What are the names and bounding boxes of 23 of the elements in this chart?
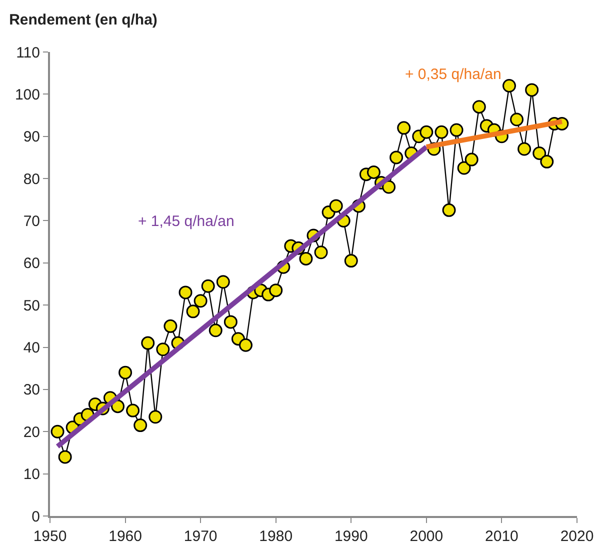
x-tick-label: 2020 [560, 528, 594, 545]
y-tick-label: 90 [23, 128, 40, 146]
annotation: + 0,35 q/ha/an [405, 66, 502, 83]
x-tick-label: 2000 [410, 528, 444, 545]
y-tick-label: 110 [16, 44, 40, 62]
chart-title: Rendement (en q/ha) [9, 11, 158, 28]
x-tick-label: 1990 [334, 528, 368, 545]
y-tick-label: 100 [14, 86, 40, 104]
y-tick-label: 20 [23, 424, 40, 441]
y-tick-label: 10 [23, 466, 40, 484]
x-tick-label: 1950 [33, 528, 67, 545]
y-tick-label: 70 [23, 212, 40, 230]
y-tick-label: 40 [23, 340, 40, 357]
y-tick-label: 0 [32, 508, 40, 526]
y-tick-label: 80 [23, 170, 40, 188]
x-tick-label: 1970 [184, 528, 218, 545]
annotation: + 1,45 q/ha/an [138, 213, 234, 230]
x-tick-label: 2010 [485, 528, 518, 545]
x-tick-label: 1980 [259, 528, 293, 545]
x-tick-label: 1960 [108, 528, 142, 545]
y-tick-label: 60 [23, 255, 40, 272]
y-tick-label: 30 [23, 382, 40, 399]
y-tick-label: 50 [23, 297, 40, 314]
